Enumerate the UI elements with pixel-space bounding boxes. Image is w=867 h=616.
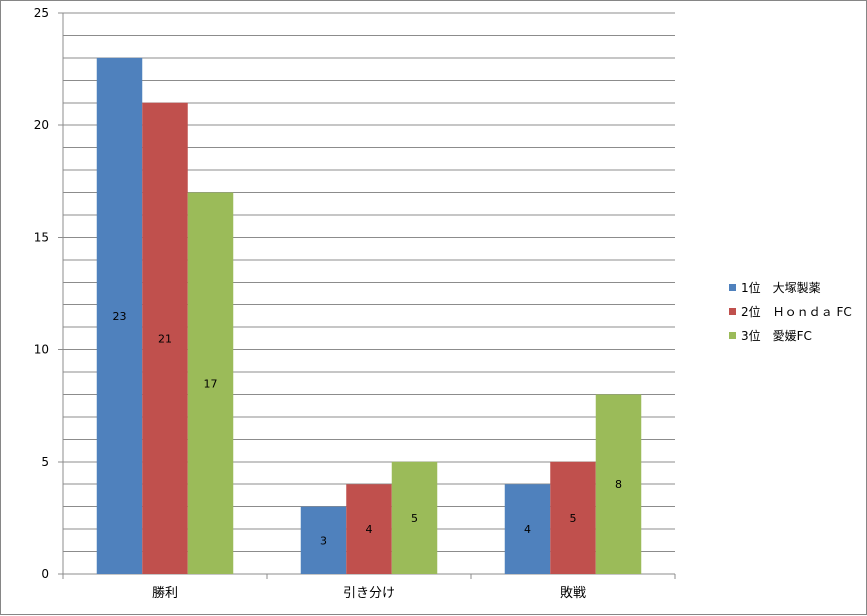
y-tick-label: 5 (41, 455, 49, 469)
legend-label: 3位 愛媛FC (741, 328, 812, 343)
legend: 1位 大塚製薬 2位 Ｈｏｎｄａ FC 3位 愛媛FC (729, 275, 852, 347)
legend-swatch (729, 283, 736, 291)
legend-label: 2位 Ｈｏｎｄａ FC (741, 304, 852, 319)
y-tick-label: 0 (41, 567, 49, 581)
bar (187, 192, 234, 574)
bar (96, 57, 143, 574)
legend-label: 1位 大塚製薬 (741, 280, 821, 295)
legend-item: 2位 Ｈｏｎｄａ FC (729, 299, 852, 323)
y-tick-label: 20 (34, 118, 49, 132)
bar (550, 461, 596, 574)
data-label: 21 (158, 332, 172, 345)
legend-swatch (729, 307, 736, 315)
data-label: 23 (113, 310, 127, 323)
legend-item: 1位 大塚製薬 (729, 275, 852, 299)
x-category-label: 勝利 (152, 586, 178, 601)
legend-swatch (729, 331, 736, 339)
legend-item: 3位 愛媛FC (729, 323, 852, 347)
data-label: 3 (320, 534, 327, 547)
x-category-label: 引き分け (343, 586, 395, 601)
bar (595, 394, 642, 574)
y-tick-label: 25 (34, 6, 49, 20)
data-label: 4 (524, 523, 531, 536)
bar (346, 484, 392, 574)
data-label: 8 (615, 478, 622, 491)
data-label: 4 (366, 523, 373, 536)
data-label: 17 (204, 377, 218, 390)
data-label: 5 (570, 512, 577, 525)
data-label: 5 (411, 512, 418, 525)
y-tick-label: 15 (34, 230, 49, 244)
bar (391, 461, 438, 574)
x-category-label: 敗戦 (560, 586, 586, 601)
y-tick-label: 10 (34, 343, 49, 357)
bar (300, 506, 347, 574)
bar (504, 484, 551, 574)
bar (142, 102, 188, 574)
